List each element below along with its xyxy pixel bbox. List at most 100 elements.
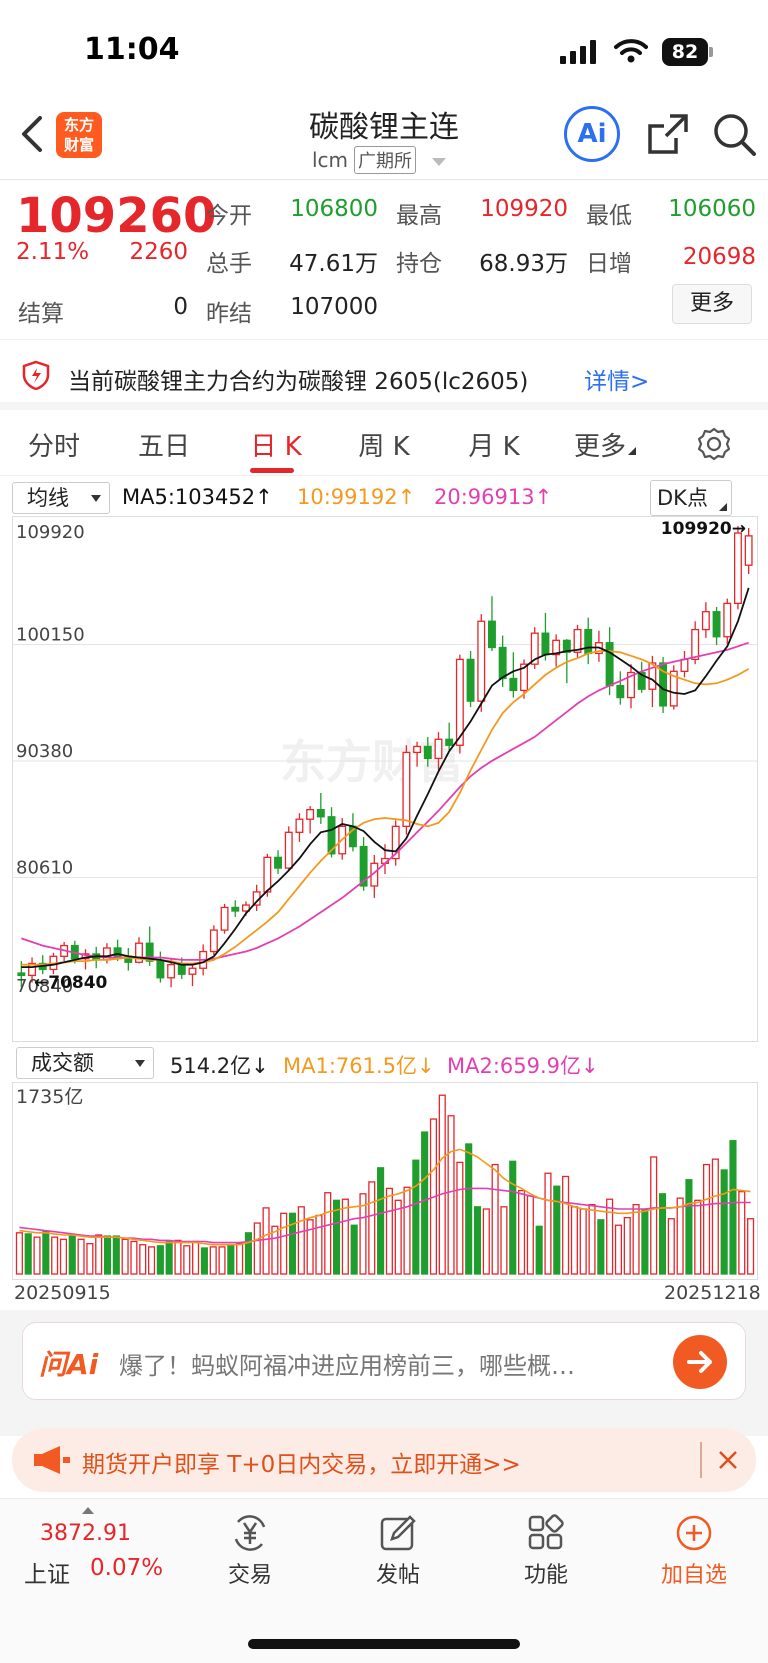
candle-up: [477, 620, 486, 702]
candle-down: [145, 942, 154, 962]
tab-intraday[interactable]: 分时: [27, 432, 80, 462]
tab-monthly-k[interactable]: 月 K: [468, 432, 520, 462]
ai-search-bar[interactable]: 问Ai 爆了！蚂蚁阿福冲进应用榜前三，哪些概…: [22, 1322, 746, 1400]
nav-post[interactable]: 发帖: [338, 1513, 458, 1589]
volume-bar-down: [720, 1169, 728, 1275]
megaphone-icon: [34, 1446, 70, 1474]
quote-panel: 109260 2.11% 2260 结算 0 今开 106800 最高 1099…: [0, 180, 768, 340]
index-value[interactable]: 3872.91: [40, 1521, 131, 1546]
volume-bar-up: [676, 1197, 684, 1275]
high-marker: 109920→: [661, 519, 746, 539]
volume-bar-up: [562, 1175, 570, 1275]
settle-label: 结算: [18, 301, 64, 327]
logo-text-bottom: 财富: [63, 136, 94, 154]
tab-five-day[interactable]: 五日: [137, 432, 190, 462]
volume-bar-up: [570, 1206, 578, 1275]
candle-down: [659, 662, 668, 707]
change-amount: 2260: [129, 239, 188, 265]
daily-change-label: 日增: [586, 251, 632, 277]
details-link[interactable]: 详情>: [584, 369, 650, 395]
y-axis-label: 100150: [16, 625, 85, 646]
volume-bar-up: [236, 1243, 244, 1275]
volume-bar-down: [332, 1199, 341, 1275]
change-percent: 2.11%: [16, 239, 90, 265]
search-icon[interactable]: [712, 112, 758, 158]
index-name[interactable]: 上证: [24, 1562, 70, 1588]
more-button[interactable]: 更多: [672, 284, 752, 324]
y-axis-label: 109920: [16, 522, 85, 543]
volume-bar-up: [341, 1198, 349, 1275]
volume-bar-down: [156, 1245, 164, 1275]
nav-functions[interactable]: 功能: [486, 1513, 606, 1589]
dk-label: DK点: [657, 486, 708, 510]
ma-indicator-select[interactable]: 均线: [12, 482, 110, 514]
volume-bar-up: [280, 1212, 288, 1275]
tab-more[interactable]: 更多: [560, 426, 650, 463]
ai-button[interactable]: Ai: [564, 106, 620, 162]
chevron-down-icon: [432, 157, 447, 166]
dropdown-icon: [91, 495, 101, 502]
tab-more-label: 更多: [573, 432, 626, 462]
candle-down: [487, 620, 496, 649]
x-axis-start-date: 20250915: [14, 1282, 111, 1304]
prev-settle-label: 昨结: [206, 301, 252, 327]
volume-bar-down: [103, 1235, 112, 1275]
tab-daily-k[interactable]: 日 K: [250, 432, 302, 462]
main-contract-notice[interactable]: 当前碳酸锂主力合约为碳酸锂 2605(lc2605) 详情>: [0, 340, 768, 410]
volume-bar-down: [509, 1160, 517, 1275]
volume-bar-up: [77, 1238, 85, 1275]
kline-chart[interactable]: 东方财富 109920 100150 90380 80610 70840 109920→ ←…: [12, 516, 758, 1042]
candle-up: [573, 628, 582, 653]
high-label: 最高: [396, 203, 442, 229]
volume-bar-down: [553, 1185, 561, 1275]
high-value: 109920: [480, 196, 568, 222]
volume-bar-up: [711, 1158, 719, 1275]
volume-bar-up: [438, 1094, 446, 1275]
candle-down: [712, 611, 721, 638]
dk-point-button[interactable]: DK点: [650, 480, 732, 516]
volume-bar-down: [377, 1167, 385, 1275]
candle-up: [627, 671, 635, 699]
promo-banner[interactable]: 期货开户即享 T+0日内交易，立即开通>>: [12, 1428, 756, 1492]
volume-bar-down: [421, 1131, 429, 1275]
ma5-line: [21, 587, 750, 969]
shield-lightning-icon: [22, 360, 50, 390]
volume-bar-down: [227, 1245, 235, 1275]
nav-post-label: 发帖: [375, 1563, 420, 1588]
turnover-chart[interactable]: 1735亿: [12, 1082, 758, 1280]
app-logo[interactable]: 东方 财富: [56, 112, 102, 158]
share-icon[interactable]: [646, 112, 690, 156]
corner-triangle-icon: [628, 439, 636, 455]
close-icon[interactable]: [718, 1450, 738, 1470]
bottom-nav: 3872.91 上证 0.07% 交易 发帖 功能: [0, 1498, 768, 1663]
caret-up-icon: [82, 1507, 94, 1514]
nav-add-watchlist-label: 加自选: [660, 1563, 727, 1588]
volume-bar-up: [174, 1239, 182, 1275]
volume-bar-down: [42, 1231, 50, 1275]
volume-bar-up: [394, 1199, 402, 1275]
candle-up: [733, 532, 742, 605]
low-value: 106060: [668, 196, 756, 222]
candle-up: [167, 964, 176, 979]
volume-bar-up: [218, 1246, 226, 1275]
ai-logo: 问Ai: [39, 1348, 99, 1381]
status-time: 11:04: [84, 32, 180, 67]
volume-bar-up: [694, 1199, 702, 1275]
settings-gear-icon[interactable]: [696, 426, 732, 462]
corner-triangle-icon: [719, 503, 727, 511]
volume-indicator-select[interactable]: 成交额: [16, 1047, 154, 1079]
candle-down: [605, 642, 614, 687]
index-change[interactable]: 0.07%: [90, 1555, 164, 1581]
candle-down: [113, 947, 122, 957]
back-arrow-icon[interactable]: [18, 114, 44, 154]
tab-weekly-k[interactable]: 周 K: [358, 432, 410, 462]
nav-trade[interactable]: 交易: [190, 1513, 310, 1589]
volume-bar-up: [297, 1206, 305, 1275]
candle-down: [359, 845, 368, 887]
ai-submit-button[interactable]: [673, 1335, 727, 1389]
contract-subtitle[interactable]: lcm 广期所: [312, 146, 447, 174]
volume-bar-up: [33, 1236, 41, 1275]
candle-up: [723, 602, 732, 638]
ma20-line: [21, 641, 749, 961]
nav-add-watchlist[interactable]: 加自选: [634, 1513, 754, 1589]
